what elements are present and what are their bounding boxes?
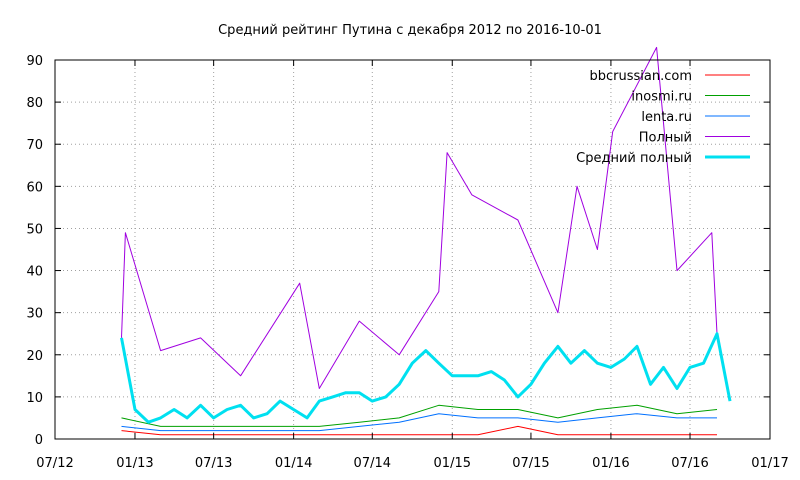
series-line-4 <box>120 332 732 424</box>
y-tick-label: 20 <box>26 349 43 364</box>
series-line-1 <box>121 404 718 427</box>
x-tick-label: 01/17 <box>751 456 788 471</box>
y-tick-label: 80 <box>26 96 43 111</box>
y-tick-label: 40 <box>26 265 43 280</box>
plot-frame <box>54 59 771 440</box>
x-tick-label: 07/14 <box>354 456 391 471</box>
chart-title: Средний рейтинг Путина с декабря 2012 по… <box>218 23 602 38</box>
x-tick-label: 01/16 <box>592 456 629 471</box>
ticks: 0 10 20 30 40 50 60 70 80 90 07/12 01/13 07/13 01/14 0… <box>26 54 788 471</box>
x-tick-label: 07/16 <box>671 456 708 471</box>
legend-label-1: inosmi.ru <box>631 90 692 105</box>
y-tick-label: 50 <box>26 222 43 237</box>
legend: bbcrussian.com inosmi.ru lenta.ru Полный Сре… <box>576 69 750 166</box>
y-tick-label: 0 <box>35 433 43 448</box>
series-layer <box>120 46 732 436</box>
series-line-3 <box>121 46 718 389</box>
x-tick-label: 07/13 <box>195 456 232 471</box>
series-line-0 <box>121 425 717 436</box>
legend-label-4: Средний полный <box>576 151 692 166</box>
legend-label-3: Полный <box>639 131 692 146</box>
y-tick-label: 30 <box>26 307 43 322</box>
x-tick-label: 07/15 <box>512 456 549 471</box>
y-tick-label: 70 <box>26 138 43 153</box>
y-tick-label: 60 <box>26 180 43 195</box>
x-tick-label: 07/12 <box>36 456 73 471</box>
series-line-2 <box>121 413 717 432</box>
x-tick-label: 01/14 <box>275 456 312 471</box>
legend-label-0: bbcrussian.com <box>590 69 693 84</box>
y-tick-label: 90 <box>26 54 43 69</box>
y-tick-label: 10 <box>26 391 43 406</box>
x-tick-label: 01/13 <box>116 456 153 471</box>
x-tick-label: 01/15 <box>434 456 471 471</box>
legend-label-2: lenta.ru <box>641 110 692 125</box>
